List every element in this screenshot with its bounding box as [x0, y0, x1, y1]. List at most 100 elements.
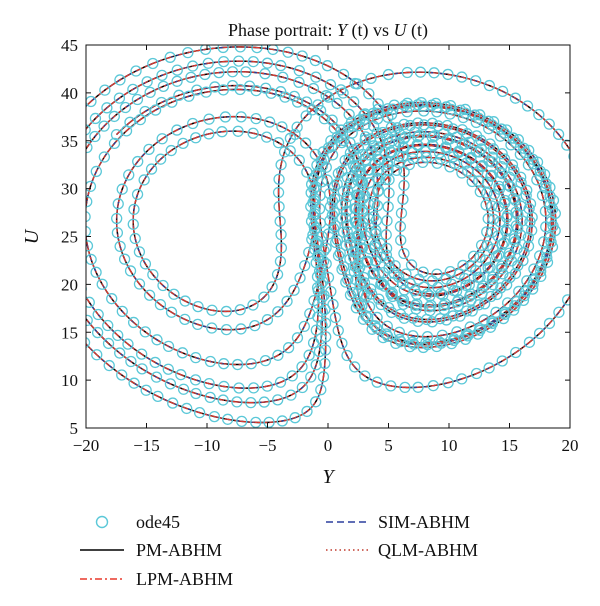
ode45-point [393, 333, 406, 346]
ode45-point [582, 251, 592, 261]
ode45-point [383, 187, 395, 199]
ode45-point [149, 104, 162, 116]
ode45-point [444, 100, 457, 112]
ode45-point [86, 195, 93, 208]
ode45-point [245, 396, 257, 409]
ode45-point [448, 332, 460, 345]
ode45-point [34, 253, 44, 263]
ode45-point [503, 250, 516, 262]
ode45-point [523, 144, 535, 157]
ode45-point [541, 251, 553, 264]
ode45-point [515, 171, 527, 183]
ode45-point [261, 380, 273, 392]
series-qlm-abhm-line [86, 46, 570, 424]
ode45-point [326, 195, 339, 207]
ode45-point [348, 266, 360, 278]
ode45-point [102, 337, 115, 350]
ode45-point [515, 200, 527, 212]
ode45-point [147, 268, 159, 281]
ode45-point [474, 109, 486, 121]
ode45-point [534, 250, 546, 262]
ode45-point [131, 188, 144, 201]
ode45-point [307, 337, 320, 349]
ode45-point [496, 167, 508, 180]
ode45-point [336, 199, 348, 211]
ode45-point [336, 165, 348, 177]
ode45-point [398, 166, 410, 178]
ode45-point [187, 60, 199, 72]
ode45-point [395, 234, 407, 246]
ode45-point [217, 84, 230, 96]
ode45-point [200, 86, 212, 98]
ode45-point [116, 305, 128, 318]
ode45-point [86, 240, 94, 252]
ode45-point [332, 324, 344, 337]
ode45-point [108, 110, 120, 123]
ode45-point [440, 314, 453, 326]
ode45-point [394, 308, 407, 320]
ode45-point [385, 306, 398, 319]
ode45-point [519, 146, 532, 159]
ode45-point [31, 196, 41, 206]
ode45-point [319, 344, 332, 356]
ode45-point [486, 273, 499, 286]
ode45-point [522, 240, 535, 252]
ode45-point [60, 202, 70, 212]
ode45-point [369, 241, 381, 253]
ode45-point [465, 294, 477, 306]
ode45-point [442, 377, 454, 389]
ode45-point [325, 285, 337, 298]
ode45-point [166, 96, 178, 108]
ode45-point [378, 280, 390, 292]
ode45-point [339, 212, 352, 224]
ode45-point [141, 76, 153, 88]
ode45-point [321, 60, 334, 72]
ode45-point [435, 287, 447, 300]
ode45-point [69, 166, 79, 176]
x-tick-label: 5 [384, 436, 393, 455]
ode45-point [471, 130, 483, 142]
ode45-point [336, 337, 348, 349]
ode45-point [382, 201, 394, 213]
ode45-point [348, 96, 360, 108]
ode45-point [114, 347, 126, 359]
ode45-point [216, 126, 228, 138]
ode45-point [447, 310, 459, 322]
ode45-point [426, 316, 438, 328]
ode45-point [483, 362, 495, 374]
ode45-point [431, 340, 443, 353]
ode45-point [317, 371, 330, 383]
ode45-point [497, 268, 509, 280]
ode45-point [51, 253, 61, 263]
ode45-point [418, 281, 430, 293]
ode45-point [434, 153, 447, 165]
x-tick-label: 10 [441, 436, 458, 455]
ode45-point [363, 177, 375, 189]
ode45-point [350, 189, 363, 201]
ode45-point [118, 253, 131, 265]
ode45-point [371, 322, 383, 334]
ode45-point [143, 289, 156, 301]
ode45-point [335, 84, 347, 96]
ode45-point [369, 320, 381, 332]
ode45-point [506, 159, 519, 171]
y-tick-label: 5 [70, 419, 79, 438]
ode45-point [106, 293, 118, 305]
ode45-point [527, 278, 539, 290]
ode45-point [510, 185, 523, 197]
ode45-point [288, 284, 300, 296]
ode45-point [91, 349, 103, 361]
ode45-point [332, 167, 344, 180]
ode45-point [324, 79, 337, 91]
ode45-point [236, 415, 248, 427]
ode45-point [474, 271, 486, 283]
y-axis-label: U [21, 228, 43, 244]
ode45-point [37, 267, 47, 277]
ode45-point [234, 83, 246, 96]
ode45-point [75, 154, 85, 164]
y-tick-label: 35 [61, 132, 78, 151]
ode45-point [147, 57, 159, 70]
ode45-point [437, 128, 450, 140]
ode45-point [365, 72, 377, 85]
ode45-point [496, 148, 508, 160]
